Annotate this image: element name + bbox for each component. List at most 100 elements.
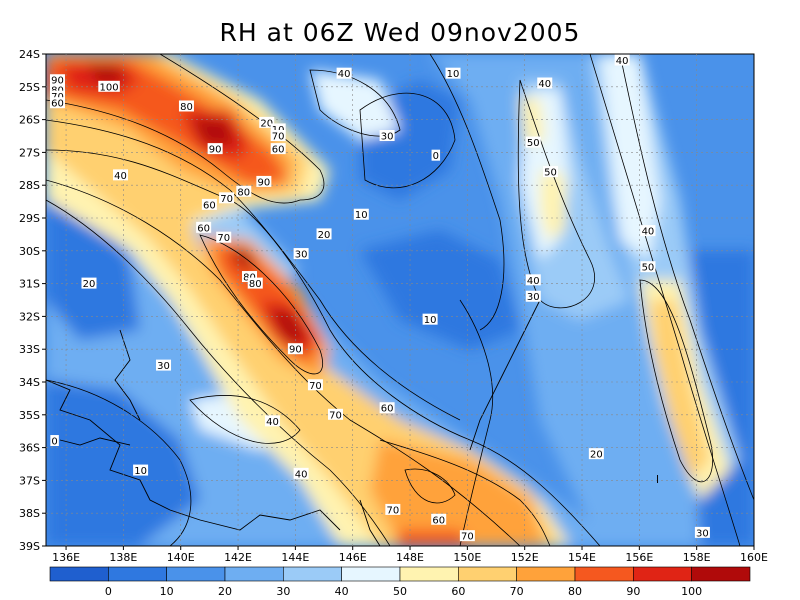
contour-label: 10 <box>447 69 460 80</box>
colorbar-swatch <box>458 566 517 582</box>
lon-tick-label: 146E <box>339 551 367 564</box>
colorbar-label: 100 <box>681 585 702 598</box>
contour-label-bg <box>196 221 212 233</box>
colorbar-label: 50 <box>393 585 407 598</box>
lat-tick-label: 28S <box>19 179 40 192</box>
contour-label-bg <box>293 467 309 479</box>
contour-label-bg <box>287 343 303 355</box>
contour-label: 80 <box>180 102 193 113</box>
contour-label-bg <box>542 166 558 178</box>
contour-label: 90 <box>257 177 270 188</box>
contour-label: 20 <box>318 230 331 241</box>
contour-label-bg <box>49 84 65 96</box>
lat-tick-label: 39S <box>19 540 40 553</box>
colorbar-swatch <box>224 566 284 582</box>
contour-label-bg <box>353 208 369 220</box>
contour-label-bg <box>445 67 461 79</box>
colorbar-label: 0 <box>105 585 112 598</box>
colorbar-swatch <box>108 566 167 582</box>
colorbar-label: 90 <box>626 585 640 598</box>
lat-tick-label: 31S <box>19 278 40 291</box>
contour-label: 70 <box>329 410 342 421</box>
contour-label: 50 <box>544 168 557 179</box>
contour-label: 60 <box>272 145 285 156</box>
contour-label: 60 <box>203 200 216 211</box>
contour-label-bg <box>133 464 149 476</box>
lon-tick-label: 158E <box>683 551 711 564</box>
lon-tick-label: 150E <box>453 551 481 564</box>
contour-label: 80 <box>249 279 262 290</box>
lat-tick-label: 24S <box>19 48 40 61</box>
contour-label-bg <box>640 261 656 273</box>
contour-label-bg <box>98 80 120 92</box>
lon-tick-label: 152E <box>511 551 539 564</box>
lat-tick-label: 33S <box>19 343 40 356</box>
contour-label-bg <box>207 143 223 155</box>
contour-label-bg <box>293 248 309 260</box>
lat-tick-label: 36S <box>19 442 40 455</box>
contour-label: 50 <box>527 138 540 149</box>
contour-label: 40 <box>338 69 351 80</box>
lat-tick-label: 26S <box>19 114 40 127</box>
lat-tick-label: 38S <box>19 507 40 520</box>
contour-label-bg <box>459 530 475 542</box>
lon-tick-label: 144E <box>281 551 309 564</box>
lat-tick-label: 25S <box>19 81 40 94</box>
contour-label-bg <box>525 290 541 302</box>
contour-label: 20 <box>590 450 603 461</box>
contour-label: 10 <box>134 466 147 477</box>
contour-label: 0 <box>433 151 439 162</box>
contour-label: 40 <box>114 171 127 182</box>
lon-tick-label: 142E <box>224 551 252 564</box>
contour-label: 40 <box>295 469 308 480</box>
contour-label: 40 <box>538 79 551 90</box>
lon-tick-label: 136E <box>52 551 80 564</box>
contour-label-bg <box>242 271 258 283</box>
lon-tick-label: 148E <box>396 551 424 564</box>
contour-label-bg <box>247 277 263 289</box>
lat-tick-label: 32S <box>19 310 40 323</box>
contour-label-bg <box>270 143 286 155</box>
lon-tick-label: 156E <box>625 551 653 564</box>
contour-label: 40 <box>266 417 279 428</box>
colorbar-swatch <box>516 566 576 582</box>
contour-label: 70 <box>220 194 233 205</box>
lat-tick-label: 29S <box>19 212 40 225</box>
low-marker: l <box>656 473 659 486</box>
contour-label: 70 <box>309 381 322 392</box>
latitude-axis: 24S 25S 26S 27S 28S 29S 30S 31S 32S 33S 34S 35S 36S 3… <box>19 48 46 553</box>
contour-label: 50 <box>642 263 655 274</box>
colorbar: 0 10 20 30 40 50 60 70 80 90 100 <box>49 566 751 598</box>
contour-label: 30 <box>381 132 394 143</box>
colorbar-swatch <box>341 566 401 582</box>
longitude-axis: 136E 138E 140E 142E 144E 146E 148E 150E 152E 154E… <box>52 546 768 564</box>
contour-label-bg <box>270 123 286 135</box>
contour-label-bg <box>379 402 395 414</box>
lat-tick-label: 30S <box>19 245 40 258</box>
contour-label-bg <box>219 192 235 204</box>
contour-label-bg <box>81 277 97 289</box>
contour-label-bg <box>336 67 352 79</box>
contour-label: 40 <box>527 276 540 287</box>
contour-label-bg <box>614 54 630 66</box>
contour-label: 90 <box>209 145 222 156</box>
colorbar-swatch <box>49 566 109 582</box>
contour-label-bg <box>537 77 553 89</box>
colorbar-swatch <box>166 566 226 582</box>
contour-label: 40 <box>616 56 629 67</box>
contour-label-bg <box>156 359 172 371</box>
contour-label-bg <box>270 130 286 141</box>
contour-label-bg <box>49 90 65 102</box>
colorbar-swatch <box>399 566 459 582</box>
contour-lines <box>46 54 754 546</box>
contour-label-bg <box>50 435 59 447</box>
colorbar-label: 40 <box>335 585 349 598</box>
colorbar-swatch <box>574 566 634 582</box>
colorbar-label: 60 <box>451 585 465 598</box>
colorbar-label: 80 <box>568 585 582 598</box>
contour-label: 80 <box>237 187 250 198</box>
contour-labels: 9080706010080902010706090807060401030040… <box>49 54 710 543</box>
contour-label: 60 <box>381 404 394 415</box>
colorbar-label: 30 <box>276 585 290 598</box>
contour-label: 40 <box>642 227 655 238</box>
